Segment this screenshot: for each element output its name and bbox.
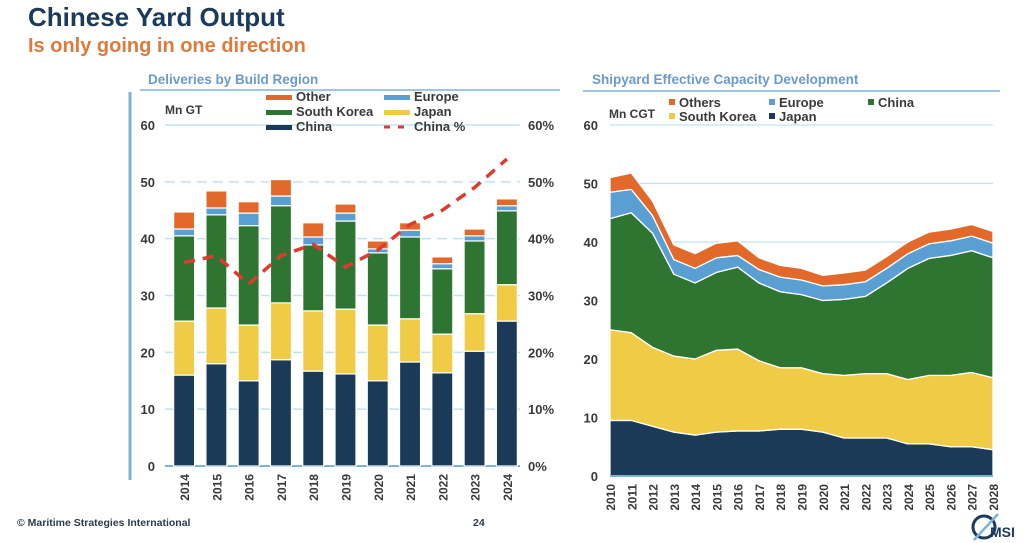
x-tick-label: 2013 bbox=[668, 484, 682, 510]
legend-swatch-china bbox=[266, 125, 292, 130]
y-axis-label: Mn CGT bbox=[609, 107, 656, 121]
y2-tick-label: 50% bbox=[528, 175, 554, 190]
logo-text: MSI bbox=[990, 524, 1015, 540]
legend-swatch-japan bbox=[769, 113, 775, 119]
x-tick-label: 2010 bbox=[604, 484, 618, 510]
msi-logo-icon: MSI bbox=[971, 513, 1015, 541]
y-tick-label: 60 bbox=[141, 118, 155, 133]
x-tick-label: 2026 bbox=[944, 484, 958, 510]
area-others bbox=[609, 172, 994, 287]
x-tick-label: 2018 bbox=[307, 474, 321, 501]
legend-label-others: Others bbox=[679, 95, 721, 110]
capacity-chart: 0 10 20 30 40 50 60 Mn CGT 2010 2011 2012 2013 2014 2… bbox=[583, 90, 1001, 510]
x-tick-label: 2022 bbox=[859, 484, 873, 510]
y-axis-label: Mn GT bbox=[165, 103, 203, 117]
legend-label-europe: Europe bbox=[779, 95, 824, 110]
x-tick-label: 2020 bbox=[817, 484, 831, 510]
y-tick-label: 10 bbox=[141, 402, 155, 417]
x-tick-label: 2023 bbox=[469, 474, 483, 501]
bar-other bbox=[205, 190, 228, 209]
bar-other bbox=[463, 228, 486, 237]
deliveries-chart: 0 10 20 30 40 50 60 0% 10% 20% 30% 40% 50% 60% Mn GT 20… bbox=[128, 89, 560, 501]
legend-label-china_pct: China % bbox=[414, 119, 466, 134]
legend-label-south-korea: South Korea bbox=[679, 109, 757, 124]
x-tick-label: 2012 bbox=[647, 484, 661, 510]
x-tick-label: 2016 bbox=[243, 474, 257, 501]
bar-other bbox=[495, 198, 518, 207]
bar-other bbox=[269, 178, 293, 197]
legend-label-japan: Japan bbox=[414, 104, 452, 119]
x-tick-label: 2025 bbox=[923, 484, 937, 510]
y-tick-label: 50 bbox=[141, 175, 155, 190]
x-tick-label: 2027 bbox=[966, 484, 980, 510]
x-tick-label: 2028 bbox=[987, 484, 1001, 510]
y2-tick-label: 30% bbox=[528, 289, 554, 304]
right-chart-title: Shipyard Effective Capacity Development bbox=[592, 72, 859, 87]
y2-tick-label: 10% bbox=[528, 402, 554, 417]
legend-label-japan: Japan bbox=[779, 109, 817, 124]
y-tick-label: 10 bbox=[584, 411, 598, 426]
x-tick-label: 2019 bbox=[340, 474, 354, 501]
y-tick-label: 60 bbox=[584, 118, 598, 133]
x-tick-label: 2016 bbox=[732, 484, 746, 510]
bar-other bbox=[334, 203, 357, 214]
x-tick-label: 2015 bbox=[210, 474, 224, 501]
y-tick-label: 50 bbox=[584, 177, 598, 192]
legend-swatch-south-korea bbox=[669, 113, 675, 119]
x-tick-label: 2015 bbox=[710, 484, 724, 510]
bar-other bbox=[173, 211, 196, 230]
x-tick-label: 2024 bbox=[501, 474, 515, 501]
legend-swatch-europe bbox=[769, 99, 775, 105]
x-tick-label: 2017 bbox=[275, 474, 289, 501]
x-tick-label: 2021 bbox=[838, 484, 852, 510]
page-title: Chinese Yard Output bbox=[28, 2, 285, 32]
copyright-text: © Maritime Strategies International bbox=[17, 517, 191, 529]
x-tick-label: 2014 bbox=[178, 474, 192, 501]
y2-tick-label: 20% bbox=[528, 345, 554, 360]
y2-tick-label: 40% bbox=[528, 232, 554, 247]
bar-other bbox=[237, 201, 260, 214]
y-tick-label: 30 bbox=[141, 289, 155, 304]
y-tick-label: 20 bbox=[584, 352, 598, 367]
y2-tick-label: 60% bbox=[528, 118, 554, 133]
legend-label-europe: Europe bbox=[414, 89, 459, 104]
y-tick-label: 30 bbox=[584, 294, 598, 309]
bar-other bbox=[302, 222, 325, 238]
legend-swatch-europe bbox=[384, 95, 410, 100]
legend-label-other: Other bbox=[296, 89, 331, 104]
legend-swatch-japan bbox=[384, 110, 410, 115]
x-tick-label: 2014 bbox=[689, 484, 703, 510]
legend-label-china: China bbox=[878, 95, 915, 110]
x-tick-label: 2022 bbox=[436, 474, 450, 501]
y-tick-label: 40 bbox=[584, 235, 598, 250]
legend-swatch-south_korea bbox=[266, 110, 292, 115]
y-tick-label: 0 bbox=[148, 459, 155, 474]
x-tick-label: 2023 bbox=[881, 484, 895, 510]
x-tick-label: 2011 bbox=[625, 484, 639, 510]
left-chart-title: Deliveries by Build Region bbox=[148, 72, 319, 87]
y2-tick-label: 0% bbox=[528, 459, 547, 474]
x-tick-label: 2024 bbox=[902, 484, 916, 510]
x-tick-label: 2019 bbox=[796, 484, 810, 510]
x-tick-label: 2018 bbox=[774, 484, 788, 510]
legend-swatch-other bbox=[266, 95, 292, 100]
legend-swatch-others bbox=[669, 99, 675, 105]
china-pct-line bbox=[183, 157, 509, 287]
legend-label-china: China bbox=[296, 119, 333, 134]
bar-other bbox=[431, 256, 454, 265]
y-tick-label: 20 bbox=[141, 345, 155, 360]
y-tick-label: 40 bbox=[141, 232, 155, 247]
page-subtitle: Is only going in one direction bbox=[28, 35, 306, 57]
page-number: 24 bbox=[473, 517, 485, 529]
y-tick-label: 0 bbox=[591, 469, 598, 484]
legend-label-south_korea: South Korea bbox=[296, 104, 374, 119]
x-tick-label: 2021 bbox=[404, 474, 418, 501]
legend-swatch-china bbox=[868, 99, 874, 105]
x-tick-label: 2017 bbox=[753, 484, 767, 510]
x-tick-label: 2020 bbox=[372, 474, 386, 501]
